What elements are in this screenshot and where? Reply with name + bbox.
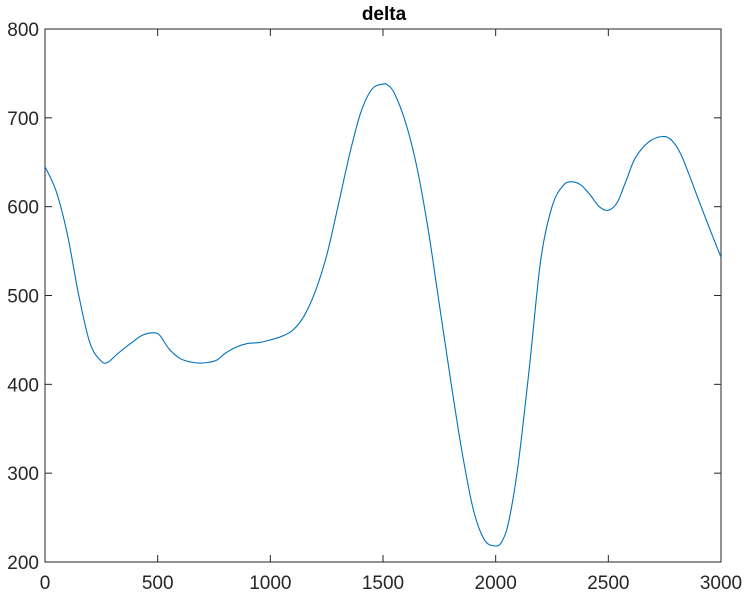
y-tick-label: 200 <box>7 553 39 574</box>
series-layer <box>44 83 722 547</box>
x-tick-label: 3000 <box>700 573 742 594</box>
plot-area-box <box>44 28 722 563</box>
y-tick-label: 800 <box>7 20 39 41</box>
chart-title: delta <box>362 4 407 25</box>
y-tick-label: 700 <box>7 109 39 130</box>
x-tick-label: 2500 <box>587 573 629 594</box>
series-line-0 <box>44 83 722 547</box>
x-tick-label: 0 <box>40 573 51 594</box>
y-tick-label: 600 <box>7 198 39 219</box>
x-axis-ticks: 0 500 1000 1500 2000 2500 3000 <box>40 29 742 594</box>
y-tick-label: 400 <box>7 375 39 396</box>
x-tick-label: 1000 <box>249 573 291 594</box>
x-tick-label: 500 <box>142 573 174 594</box>
x-tick-label: 1500 <box>362 573 404 594</box>
x-tick-label: 2000 <box>475 573 517 594</box>
y-axis-ticks: 200 300 400 500 600 700 800 <box>7 20 721 574</box>
y-tick-label: 500 <box>7 287 39 308</box>
y-tick-label: 300 <box>7 464 39 485</box>
